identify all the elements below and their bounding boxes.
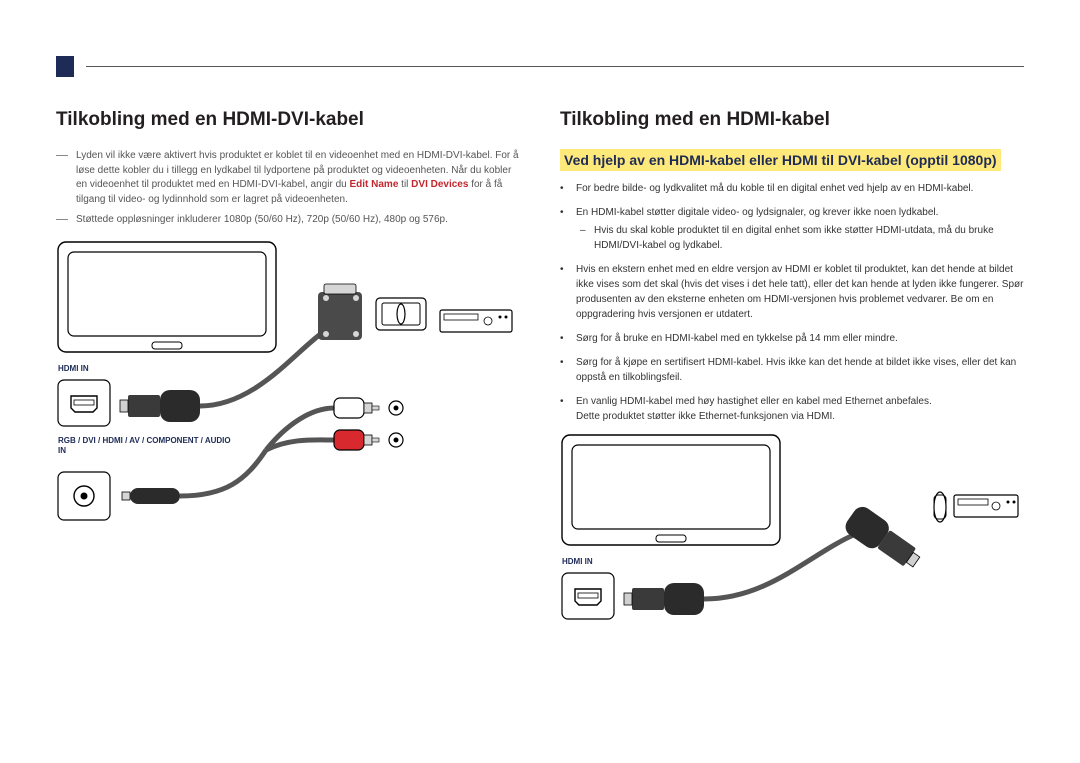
hdmi-in-label-left: HDMI IN [58,364,89,374]
diagram-svg-right [560,433,1020,653]
bullet-item: Hvis en ekstern enhet med en eldre versj… [560,262,1024,322]
note-item: Lyden vil ikke være aktivert hvis produk… [56,149,520,207]
right-subheading: Ved hjelp av en HDMI-kabel eller HDMI ti… [560,149,1001,171]
right-heading: Tilkobling med en HDMI-kabel [560,109,1024,131]
header-block [56,56,74,77]
bullet-item: En vanlig HDMI-kabel med høy hastighet e… [560,394,1024,424]
bullet-item: Sørg for å bruke en HDMI-kabel med en ty… [560,331,1024,346]
bullet-item: For bedre bilde- og lydkvalitet må du ko… [560,181,1024,196]
bullet-item: En HDMI-kabel støtter digitale video- og… [560,205,1024,253]
left-heading: Tilkobling med en HDMI-DVI-kabel [56,109,520,131]
bullet-item: Sørg for å kjøpe en sertifisert HDMI-kab… [560,355,1024,385]
hdmi-in-label-right: HDMI IN [562,557,593,567]
bullet-sub-item: Hvis du skal koble produktet til en digi… [576,223,1024,253]
left-column: Tilkobling med en HDMI-DVI-kabel Lyden v… [56,109,520,658]
header-rule [86,66,1024,67]
header-bar [56,56,1024,77]
note-item: Støttede oppløsninger inkluderer 1080p (… [56,213,520,228]
two-column-layout: Tilkobling med en HDMI-DVI-kabel Lyden v… [56,109,1024,658]
right-column: Tilkobling med en HDMI-kabel Ved hjelp a… [560,109,1024,658]
audio-in-label: RGB / DVI / HDMI / AV / COMPONENT / AUDI… [58,436,238,457]
diagram-svg-left [56,240,516,550]
left-notes-list: Lyden vil ikke være aktivert hvis produk… [56,149,520,228]
right-diagram: HDMI IN [560,433,1024,658]
right-bullet-list: For bedre bilde- og lydkvalitet må du ko… [560,181,1024,424]
left-diagram: HDMI IN RGB / DVI / HDMI / AV / COMPONEN… [56,240,520,555]
